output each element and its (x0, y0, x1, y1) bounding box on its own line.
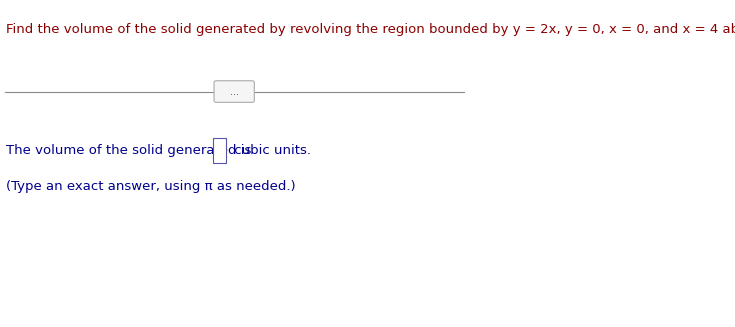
Text: ...: ... (229, 87, 239, 96)
FancyBboxPatch shape (214, 81, 254, 102)
Text: The volume of the solid generated is: The volume of the solid generated is (6, 144, 256, 157)
Text: cubic units.: cubic units. (230, 144, 311, 157)
FancyBboxPatch shape (213, 138, 226, 163)
Text: Find the volume of the solid generated by revolving the region bounded by y = 2x: Find the volume of the solid generated b… (6, 23, 735, 36)
Text: (Type an exact answer, using π as needed.): (Type an exact answer, using π as needed… (6, 180, 295, 193)
